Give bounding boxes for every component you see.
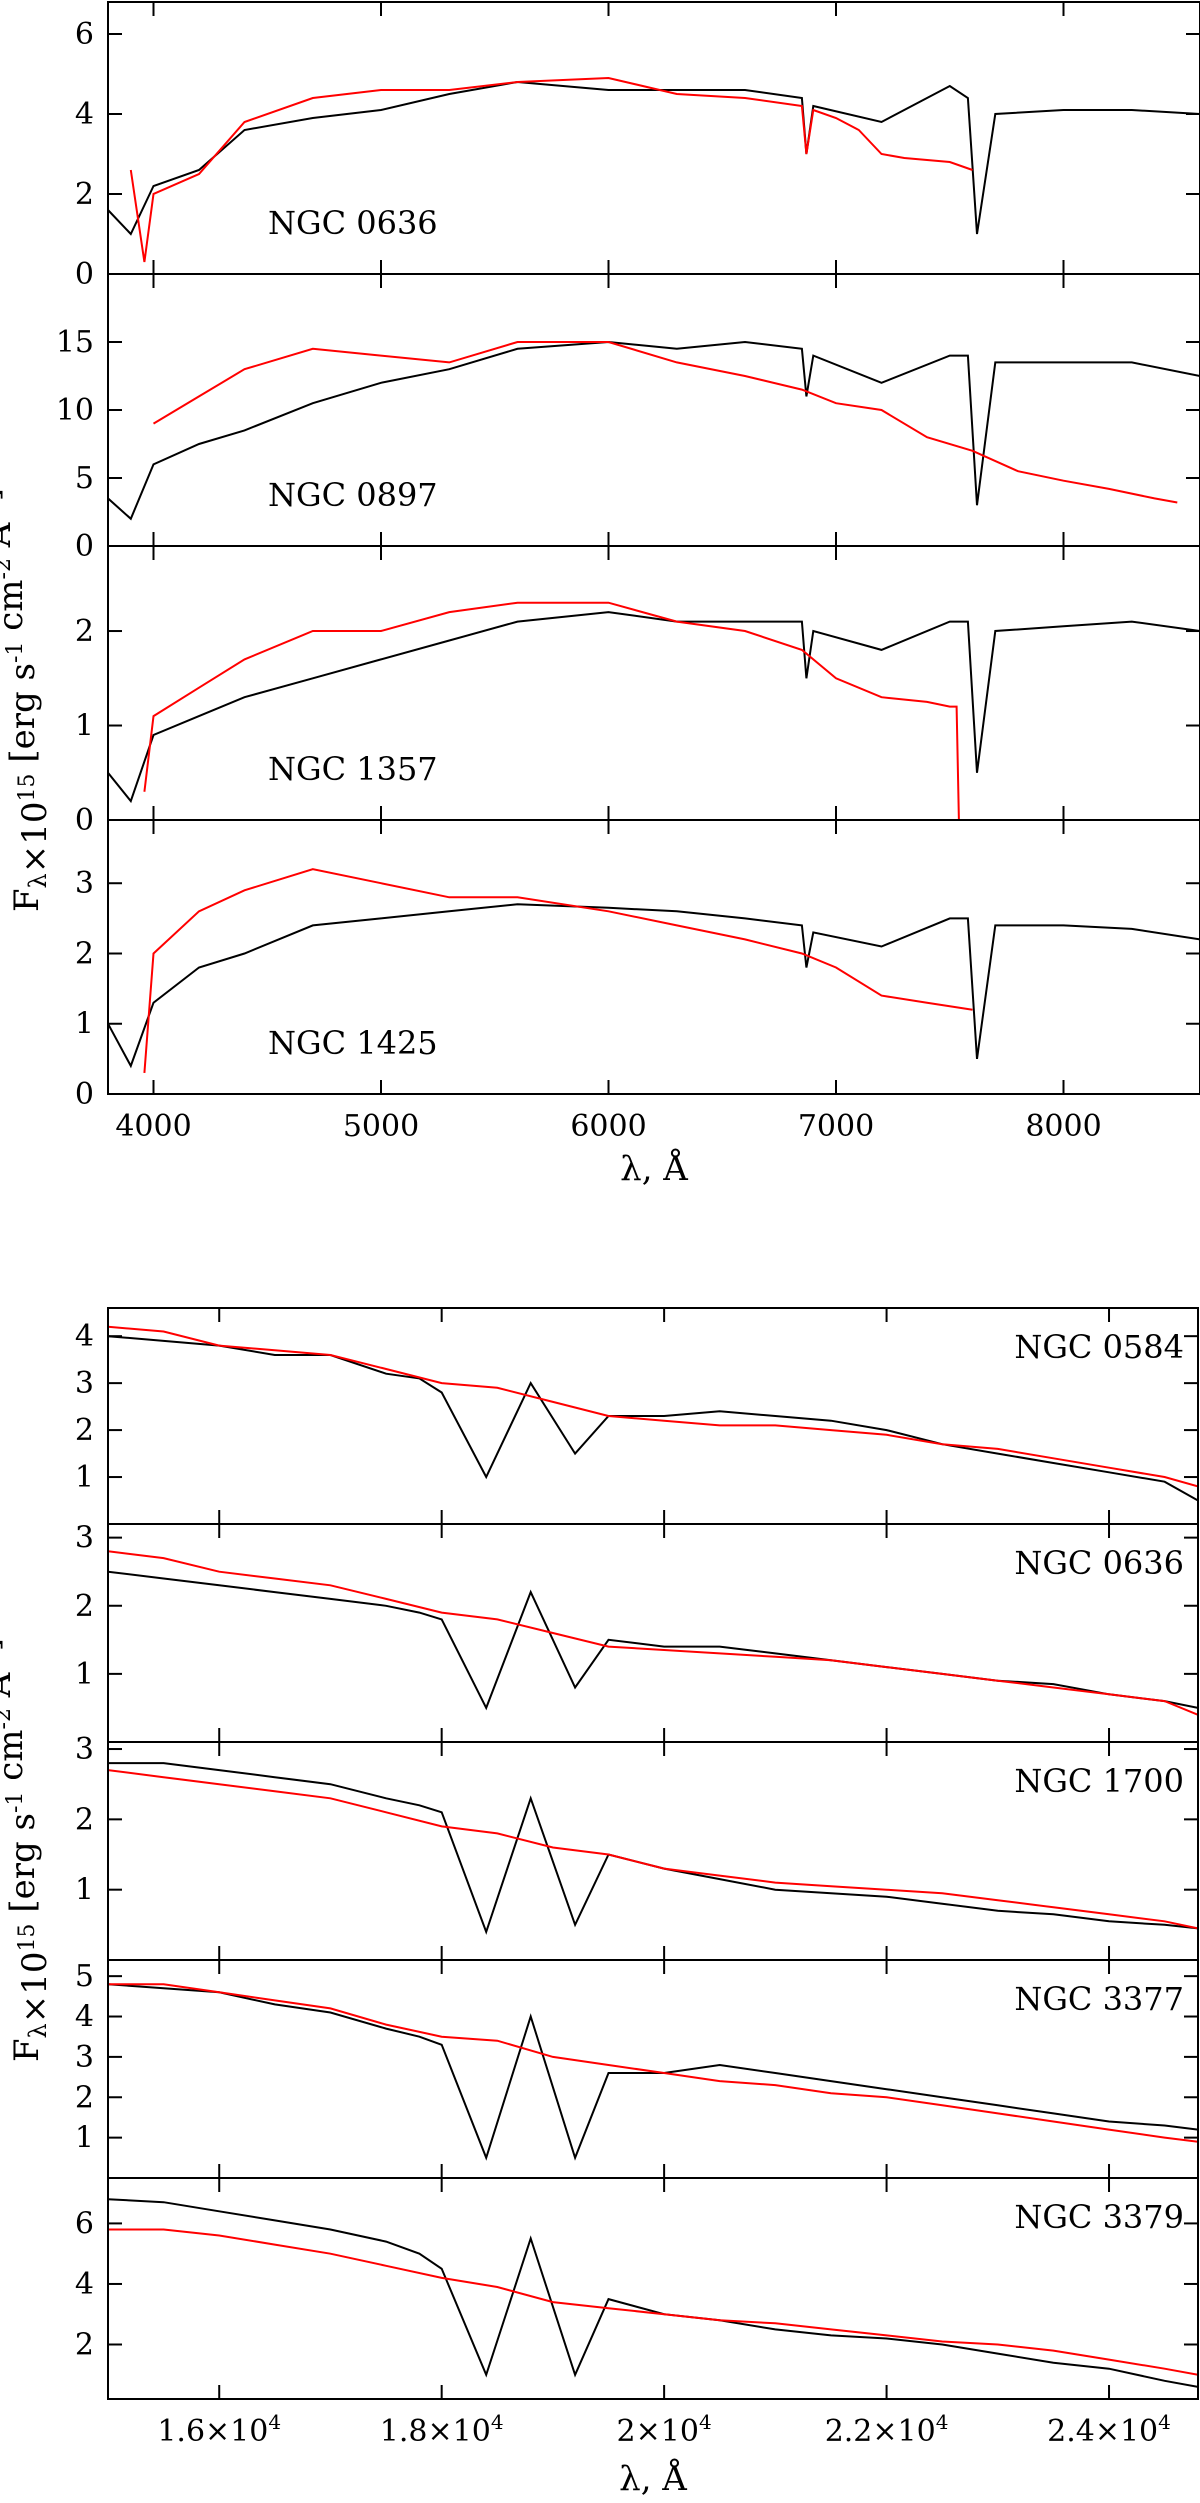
observed-spectrum-line <box>108 80 1200 236</box>
y-tick-label: 3 <box>75 2040 94 2075</box>
y-tick-label: 1 <box>75 2121 94 2156</box>
y-tick-label: 0 <box>75 529 94 564</box>
panel-1-4: 2 4 6 NGC 3379 <box>75 2177 1199 2400</box>
observed-spectrum-line <box>108 2198 1198 2388</box>
panel-label: NGC 1425 <box>268 1024 438 1062</box>
panel-0-1: 0 5 10 15 NGC 0897 <box>56 273 1200 564</box>
model-spectrum-line <box>143 868 973 1073</box>
y-tick-label: 2 <box>75 936 94 971</box>
panel-label: NGC 3379 <box>1014 2198 1184 2236</box>
x-tick-label: 2×104 <box>617 2410 712 2449</box>
panel-frame <box>107 819 1200 1095</box>
x-tick-label: 1.6×104 <box>157 2410 281 2449</box>
observed-spectrum-line <box>108 903 1200 1069</box>
panel-1-2: 1 2 3 NGC 1700 <box>75 1732 1199 1961</box>
y-axis-title: Fλ×1015 [erg s-1 cm-2 Å-1] <box>0 488 55 912</box>
x-axis-title: λ, Å <box>620 1148 688 1189</box>
y-tick-label: 2 <box>75 177 94 212</box>
y-tick-label: 15 <box>56 325 94 360</box>
y-tick-label: 0 <box>75 257 94 292</box>
y-tick-label: 5 <box>75 461 94 496</box>
x-tick-label: 8000 <box>1025 1109 1101 1144</box>
panel-1-0: 1 2 3 4 NGC 0584 <box>75 1307 1199 1525</box>
y-tick-label: 0 <box>75 1077 94 1112</box>
y-tick-label: 2 <box>75 614 94 649</box>
x-tick-label: 2.2×104 <box>825 2410 949 2449</box>
model-spectrum-line <box>108 2228 1198 2376</box>
y-tick-label: 1 <box>75 1873 94 1908</box>
x-tick-label: 2.4×104 <box>1047 2410 1171 2449</box>
y-tick-label: 3 <box>75 1366 94 1401</box>
x-tick-label: 1.8×104 <box>380 2410 504 2449</box>
y-tick-label: 1 <box>75 1007 94 1042</box>
optical-spectra-chart: 0 2 4 6 NGC 0636 0 5 10 15 NGC 0897 0 1 2 NGC 1357 0 1 2… <box>0 1 1200 1189</box>
x-axis-title: λ, Å <box>619 2458 687 2499</box>
y-tick-label: 4 <box>75 97 94 132</box>
panel-label: NGC 0584 <box>1014 1328 1184 1366</box>
x-tick-label: 6000 <box>570 1109 646 1144</box>
y-tick-label: 1 <box>75 1460 94 1495</box>
observed-spectrum-line <box>108 340 1200 521</box>
y-tick-label: 0 <box>75 803 94 838</box>
y-tick-label: 3 <box>75 866 94 901</box>
y-axis-title: Fλ×1015 [erg s-1 cm-2 Å-1] <box>0 1638 55 2062</box>
y-tick-label: 2 <box>75 2080 94 2115</box>
model-spectrum-line <box>152 341 1178 504</box>
y-tick-label: 1 <box>75 709 94 744</box>
y-tick-label: 5 <box>75 1959 94 1994</box>
y-tick-label: 3 <box>75 1521 94 1556</box>
y-tick-label: 6 <box>75 17 94 52</box>
panel-0-2: 0 1 2 NGC 1357 <box>75 545 1200 838</box>
panel-0-0: 0 2 4 6 NGC 0636 <box>75 1 1200 292</box>
model-spectrum-line <box>108 1325 1198 1488</box>
panel-label: NGC 0636 <box>1014 1544 1184 1582</box>
y-tick-label: 2 <box>75 1802 94 1837</box>
y-tick-label: 4 <box>75 2000 94 2035</box>
panel-label: NGC 0636 <box>268 204 438 242</box>
model-spectrum-line <box>108 1550 1198 1716</box>
panel-0-3: 0 1 2 3 NGC 1425 <box>75 819 1200 1112</box>
x-tick-label: 5000 <box>343 1109 419 1144</box>
nir-spectra-chart: 1 2 3 4 NGC 0584 1 2 3 NGC 0636 1 2 3 NGC 1700 1 2 3 4 5 N… <box>0 1307 1199 2499</box>
panel-label: NGC 1357 <box>268 750 438 788</box>
model-spectrum-line <box>129 76 973 263</box>
model-spectrum-line <box>108 1769 1198 1930</box>
panel-frame <box>107 2177 1199 2400</box>
panel-label: NGC 0897 <box>268 476 438 514</box>
y-tick-label: 2 <box>75 1589 94 1624</box>
y-tick-label: 2 <box>75 2328 94 2363</box>
x-tick-label: 7000 <box>798 1109 874 1144</box>
y-tick-label: 4 <box>75 1319 94 1354</box>
y-tick-label: 6 <box>75 2206 94 2241</box>
observed-spectrum-line <box>108 1570 1198 1711</box>
y-tick-label: 3 <box>75 1732 94 1767</box>
y-tick-label: 1 <box>75 1657 94 1692</box>
panel-label: NGC 3377 <box>1014 1980 1184 2018</box>
model-spectrum-line <box>143 601 960 820</box>
x-tick-label: 4000 <box>115 1109 191 1144</box>
panel-1-1: 1 2 3 NGC 0636 <box>75 1521 1199 1743</box>
panel-1-3: 1 2 3 4 5 NGC 3377 <box>75 1959 1199 2179</box>
panel-label: NGC 1700 <box>1014 1762 1184 1800</box>
observed-spectrum-line <box>108 1983 1198 2161</box>
observed-spectrum-line <box>108 611 1200 804</box>
y-tick-label: 10 <box>56 393 94 428</box>
y-tick-label: 4 <box>75 2267 94 2302</box>
y-tick-label: 2 <box>75 1413 94 1448</box>
model-spectrum-line <box>108 1983 1198 2143</box>
